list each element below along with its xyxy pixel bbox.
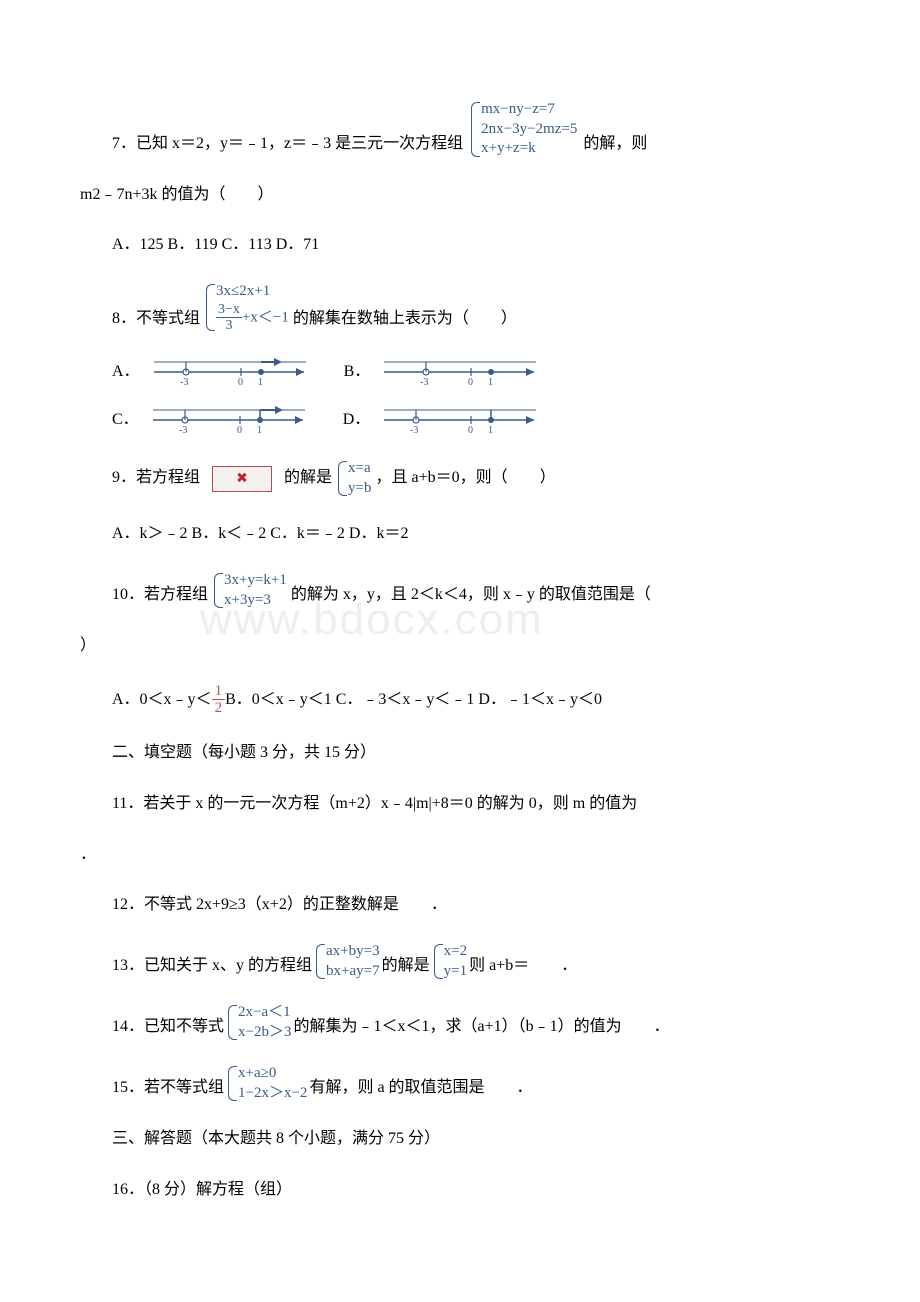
- q10-suffix: 的解为 x，y，且 2＜k＜4，则 x﹣y 的取值范围是（: [291, 581, 667, 610]
- svg-text:1: 1: [257, 425, 262, 436]
- q10-opt-a-pre: A．0＜x﹣y＜: [112, 686, 212, 715]
- q7-sys-line1: mx−ny−z=7: [481, 100, 577, 120]
- q14-sys-line2: x−2b＞3: [238, 1023, 291, 1043]
- svg-text:1: 1: [258, 377, 263, 388]
- q14-system: 2x−a＜1 x−2b＞3: [226, 1003, 291, 1042]
- q14-suffix: 的解集为﹣1＜x＜1，求（a+1）（b﹣1）的值为 ．: [293, 1013, 669, 1042]
- q10-opt-rest: B．0＜x﹣y＜1 C．﹣3＜x﹣y＜﹣1 D．﹣1＜x﹣y＜0: [225, 686, 602, 715]
- q7-prefix: 7．已知 x＝2，y＝﹣1，z＝﹣3 是三元一次方程组: [112, 130, 463, 159]
- q8-system: 3x≤2x+1 3−x 3 +x＜−1: [204, 282, 289, 333]
- question-10: 10．若方程组 3x+y=k+1 x+3y=3 的解为 x，y，且 2＜k＜4，…: [80, 571, 840, 610]
- q15-prefix: 15．若不等式组: [112, 1074, 224, 1103]
- q15-sys-line2: 1−2x＞x−2: [238, 1084, 307, 1104]
- q10-frac-half: 1 2: [212, 683, 226, 717]
- q8-opt-d-label: D．: [343, 406, 371, 435]
- q8-prefix: 8．不等式组: [112, 305, 200, 334]
- q9-prefix: 9．若方程组: [112, 464, 200, 493]
- q13-sys1-line2: bx+ay=7: [326, 962, 380, 982]
- q13-system2: x=2 y=1: [432, 942, 467, 981]
- q9-system: x=a y=b: [336, 459, 371, 498]
- svg-text:-3: -3: [179, 425, 187, 436]
- q8-opt-c-label: C．: [112, 406, 139, 435]
- svg-text:-3: -3: [410, 425, 418, 436]
- question-13: 13．已知关于 x、y 的方程组 ax+by=3 bx+ay=7 的解是 x=2…: [80, 942, 840, 981]
- q7-line2: m2﹣7n+3k 的值为（ ）: [80, 181, 840, 210]
- q15-sys-line1: x+a≥0: [238, 1064, 307, 1084]
- q7-sys-line3: x+y+z=k: [481, 139, 577, 159]
- q13-mid: 的解是: [382, 952, 430, 981]
- question-11: 11．若关于 x 的一元一次方程（m+2）x﹣4|m|+8＝0 的解为 0，则 …: [80, 790, 840, 819]
- q10-options: A．0＜x﹣y＜ 1 2 B．0＜x﹣y＜1 C．﹣3＜x﹣y＜﹣1 D．﹣1＜…: [80, 683, 840, 717]
- q8-opt-b-label: B．: [344, 358, 371, 387]
- q7-options: A．125 B．119 C．113 D．71: [80, 231, 840, 260]
- q10-frac-den: 2: [212, 700, 226, 717]
- question-16: 16．（8 分）解方程（组）: [80, 1176, 840, 1205]
- q9-mid: 的解是: [284, 464, 332, 493]
- svg-text:0: 0: [238, 377, 243, 388]
- q11-cont: ．: [80, 841, 840, 870]
- section-2-title: 二、填空题（每小题 3 分，共 15 分）: [80, 739, 840, 768]
- q10-cont: ）: [80, 632, 840, 661]
- q8-row-ab: A． -3 0 1 B． -3 0 1: [80, 355, 840, 389]
- q10-sys-line2: x+3y=3: [224, 591, 287, 611]
- q10-prefix: 10．若方程组: [112, 581, 208, 610]
- q15-system: x+a≥0 1−2x＞x−2: [226, 1064, 307, 1103]
- numberline-a: -3 0 1: [146, 355, 316, 389]
- q8-sys-line1: 3x≤2x+1: [216, 282, 289, 302]
- q9-suffix: ，且 a+b＝0，则（ ）: [376, 464, 556, 493]
- svg-text:1: 1: [488, 377, 493, 388]
- svg-text:1: 1: [488, 425, 493, 436]
- q10-frac-num: 1: [212, 683, 226, 701]
- q8-sys-line2-rest: +x＜−1: [242, 309, 289, 325]
- q13-prefix: 13．已知关于 x、y 的方程组: [112, 952, 312, 981]
- numberline-b: -3 0 1: [376, 355, 546, 389]
- q10-system: 3x+y=k+1 x+3y=3: [212, 571, 287, 610]
- section-3-title: 三、解答题（本大题共 8 个小题，满分 75 分）: [80, 1125, 840, 1154]
- q13-sys2-line1: x=2: [444, 942, 467, 962]
- q7-suffix: 的解，则: [583, 130, 647, 159]
- question-12: 12．不等式 2x+9≥3（x+2）的正整数解是 ．: [80, 891, 840, 920]
- q10-sys-line1: 3x+y=k+1: [224, 571, 287, 591]
- q8-sys-line2: 3−x 3 +x＜−1: [216, 302, 289, 334]
- svg-text:-3: -3: [420, 377, 428, 388]
- q8-opt-a-label: A．: [112, 358, 140, 387]
- q9-options: A．k＞﹣2 B．k＜﹣2 C．k＝﹣2 D．k＝2: [80, 520, 840, 549]
- q14-prefix: 14．已知不等式: [112, 1013, 224, 1042]
- numberline-c: -3 0 1: [145, 403, 315, 437]
- svg-text:0: 0: [237, 425, 242, 436]
- q7-sys-line2: 2nx−3y−2mz=5: [481, 120, 577, 140]
- q8-suffix: 的解集在数轴上表示为（ ）: [293, 305, 517, 334]
- numberline-d: -3 0 1: [376, 403, 546, 437]
- question-7: 7．已知 x＝2，y＝﹣1，z＝﹣3 是三元一次方程组 mx−ny−z=7 2n…: [80, 100, 840, 159]
- q7-system: mx−ny−z=7 2nx−3y−2mz=5 x+y+z=k: [469, 100, 577, 159]
- question-9: 9．若方程组 的解是 x=a y=b ，且 a+b＝0，则（ ）: [80, 459, 840, 498]
- q9-sys-line1: x=a: [348, 459, 371, 479]
- svg-text:0: 0: [468, 425, 473, 436]
- missing-image-icon: [212, 466, 272, 492]
- q15-suffix: 有解，则 a 的取值范围是 ．: [309, 1074, 532, 1103]
- svg-text:-3: -3: [180, 377, 188, 388]
- q13-suffix: 则 a+b＝ ．: [469, 952, 577, 981]
- q8-row-cd: C． -3 0 1 D． -3 0 1: [80, 403, 840, 437]
- svg-text:0: 0: [468, 377, 473, 388]
- question-15: 15．若不等式组 x+a≥0 1−2x＞x−2 有解，则 a 的取值范围是 ．: [80, 1064, 840, 1103]
- q8-frac-den: 3: [216, 318, 242, 333]
- q8-frac: 3−x 3: [216, 302, 242, 334]
- q13-sys1-line1: ax+by=3: [326, 942, 380, 962]
- question-14: 14．已知不等式 2x−a＜1 x−2b＞3 的解集为﹣1＜x＜1，求（a+1）…: [80, 1003, 840, 1042]
- q14-sys-line1: 2x−a＜1: [238, 1003, 291, 1023]
- q13-system1: ax+by=3 bx+ay=7: [314, 942, 380, 981]
- q13-sys2-line2: y=1: [444, 962, 467, 982]
- question-8: 8．不等式组 3x≤2x+1 3−x 3 +x＜−1 的解集在数轴上表示为（ ）: [80, 282, 840, 333]
- q9-sys-line2: y=b: [348, 479, 371, 499]
- q8-frac-num: 3−x: [216, 302, 242, 318]
